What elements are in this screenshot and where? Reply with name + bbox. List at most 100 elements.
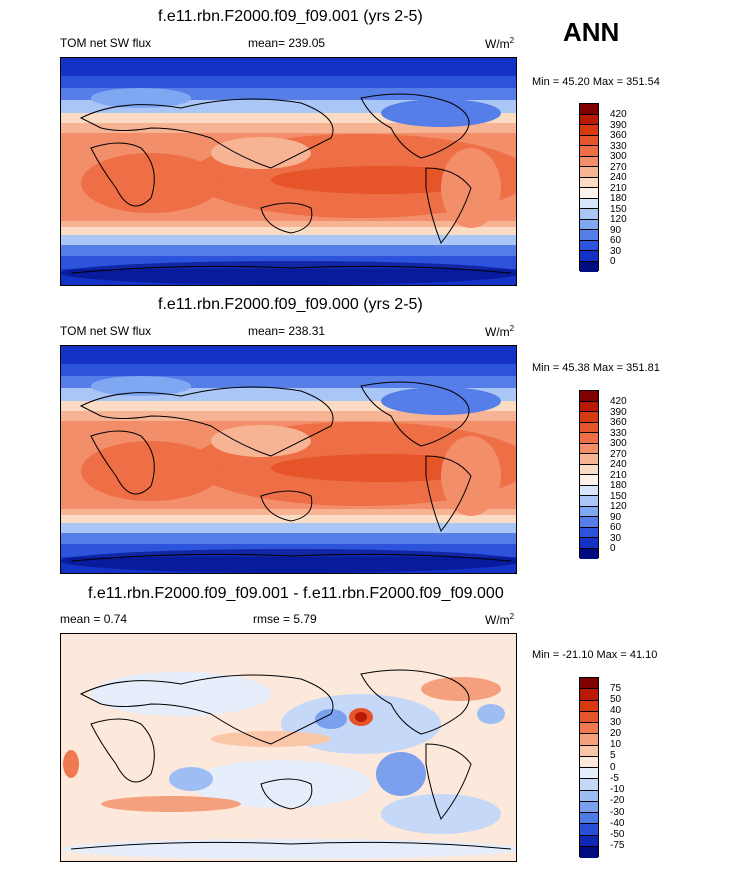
panel3-colorbar-seg: [580, 700, 598, 712]
panel1-colorbar-label: 180: [610, 193, 627, 204]
panel3-colorbar-seg: [580, 768, 598, 780]
panel3-map: [60, 633, 517, 862]
panel3-colorbar-label: 5: [610, 750, 616, 761]
panel1-colorbar-seg: [580, 177, 598, 188]
panel2-colorbar-label: 180: [610, 480, 627, 491]
panel1-colorbar-seg: [580, 209, 598, 220]
panel2-colorbar-label: 0: [610, 543, 616, 554]
panel1-colorbar-label: 120: [610, 214, 627, 225]
panel1-colorbar-label: 60: [610, 235, 622, 246]
panel3-colorbar: [579, 677, 599, 858]
panel3-colorbar-seg: [580, 835, 598, 847]
panel1-colorbar-seg: [580, 230, 598, 241]
panel2-colorbar-seg: [580, 422, 598, 433]
panel3-colorbar-seg: [580, 824, 598, 836]
panel3-colorbar-seg: [580, 734, 598, 746]
panel1-colorbar-label: 150: [610, 204, 627, 215]
panel2-colorbar-seg: [580, 548, 598, 559]
panel2-map-plot: [61, 346, 516, 573]
panel1-colorbar-seg: [580, 240, 598, 251]
panel3-colorbar-label: 30: [610, 717, 622, 728]
panel3-colorbar-seg: [580, 689, 598, 701]
panel2-colorbar-seg: [580, 475, 598, 486]
panel3-colorbar-label: -10: [610, 784, 625, 795]
panel1-map: [60, 57, 517, 286]
panel3-minmax: Min = -21.10 Max = 41.10: [532, 649, 658, 661]
panel1-colorbar-seg: [580, 125, 598, 136]
panel3-colorbar-label: -75: [610, 840, 625, 851]
panel3-colorbar-seg: [580, 756, 598, 768]
panel1-colorbar-seg: [580, 104, 598, 115]
panel2-colorbar-seg: [580, 391, 598, 402]
panel1-colorbar-label: 210: [610, 183, 627, 194]
panel3-colorbar-label: 20: [610, 728, 622, 739]
panel2-colorbar-seg: [580, 454, 598, 465]
panel2-colorbar-seg: [580, 464, 598, 475]
panel1-colorbar-seg: [580, 251, 598, 262]
panel2-colorbar-label: 210: [610, 470, 627, 481]
panel3-colorbar-seg: [580, 723, 598, 735]
panel2-colorbar: [579, 390, 599, 559]
panel2-minmax: Min = 45.38 Max = 351.81: [532, 362, 660, 374]
panel3-colorbar-seg: [580, 801, 598, 813]
panel3-colorbar-label: 40: [610, 705, 622, 716]
panel1-colorbar-label: 360: [610, 130, 627, 141]
panel3-colorbar-seg: [580, 711, 598, 723]
panel1-colorbar-label: 330: [610, 141, 627, 152]
panel1-colorbar-label: 0: [610, 256, 616, 267]
panel3-colorbar-seg: [580, 790, 598, 802]
panel2-colorbar-seg: [580, 538, 598, 549]
panel3-colorbar-label: -40: [610, 818, 625, 829]
panel1-title: f.e11.rbn.F2000.f09_f09.001 (yrs 2-5): [158, 8, 423, 25]
panel2-colorbar-label: 30: [610, 533, 622, 544]
panel2-colorbar-seg: [580, 517, 598, 528]
panel1-colorbar-seg: [580, 114, 598, 125]
panel1-colorbar-seg: [580, 188, 598, 199]
panel1-map-plot: [61, 58, 516, 285]
panel1-colorbar-seg: [580, 219, 598, 230]
panel2-units: W/m2: [485, 324, 515, 339]
panel2-colorbar-seg: [580, 485, 598, 496]
panel2-map: [60, 345, 517, 574]
panel3-colorbar-seg: [580, 813, 598, 825]
panel1-colorbar-label: 420: [610, 109, 627, 120]
panel1-colorbar-label: 390: [610, 120, 627, 131]
panel2-mean-label: mean= 238.31: [248, 324, 326, 338]
panel2-colorbar-label: 240: [610, 459, 627, 470]
panel3-colorbar-label: -50: [610, 829, 625, 840]
panel2-colorbar-label: 420: [610, 396, 627, 407]
panel2-colorbar-seg: [580, 506, 598, 517]
panel1-colorbar-seg: [580, 261, 598, 272]
panel3-colorbar-seg: [580, 779, 598, 791]
panel1-colorbar-seg: [580, 198, 598, 209]
panel3-rmse-label: rmse = 5.79: [253, 612, 317, 626]
panel1-colorbar-label: 270: [610, 162, 627, 173]
panel1-colorbar-label: 240: [610, 172, 627, 183]
panel1-colorbar-seg: [580, 135, 598, 146]
panel1-colorbar-seg: [580, 156, 598, 167]
panel2-colorbar-label: 90: [610, 512, 622, 523]
panel2-colorbar-label: 360: [610, 417, 627, 428]
panel3-mean-label: mean = 0.74: [60, 612, 128, 626]
panel2-variable-label: TOM net SW flux: [60, 324, 152, 338]
panel1-colorbar-label: 300: [610, 151, 627, 162]
panel2-colorbar-seg: [580, 443, 598, 454]
panel2-colorbar-label: 390: [610, 407, 627, 418]
panel3-colorbar-label: -5: [610, 773, 619, 784]
panel2-colorbar-seg: [580, 527, 598, 538]
panel1-colorbar-seg: [580, 146, 598, 157]
panel2-colorbar-seg: [580, 496, 598, 507]
panel3-colorbar-label: -30: [610, 807, 625, 818]
panel1-colorbar-seg: [580, 167, 598, 178]
panel1-minmax: Min = 45.20 Max = 351.54: [532, 76, 660, 88]
panel3-colorbar-label: 75: [610, 683, 622, 694]
panel2-colorbar-seg: [580, 412, 598, 423]
panel2-colorbar-label: 60: [610, 522, 622, 533]
panel2-colorbar-label: 330: [610, 428, 627, 439]
panel3-colorbar-label: 0: [610, 762, 616, 773]
panel3-colorbar-label: -20: [610, 795, 625, 806]
panel1-units: W/m2: [485, 36, 515, 51]
panel3-map-plot: [61, 634, 516, 861]
panel3-colorbar-label: 50: [610, 694, 622, 705]
panel1-colorbar-label: 90: [610, 225, 622, 236]
